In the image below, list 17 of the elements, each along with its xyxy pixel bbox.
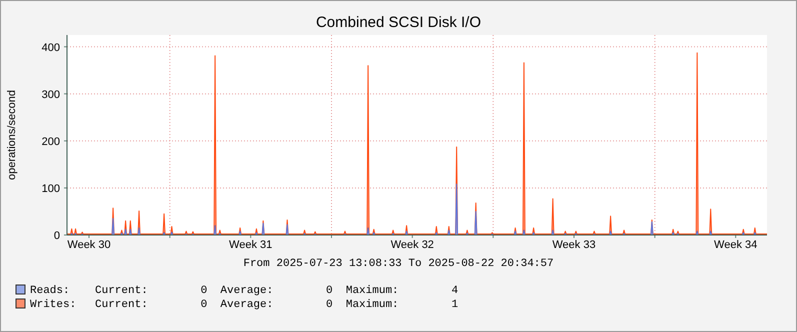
x-tick-label: Week 34	[714, 239, 758, 251]
y-axis-title: operations/second	[6, 90, 18, 180]
x-tick-label: Week 31	[229, 239, 272, 251]
chart-title: Combined SCSI Disk I/O	[316, 14, 482, 31]
y-tick-label: 0	[54, 230, 60, 242]
y-tick-label: 100	[42, 182, 60, 195]
text: From 2025-07-23 13:08:33 To 2025-08-22 20:34:57	[243, 258, 554, 270]
x-tick-label: Week 33	[552, 239, 596, 251]
y-tick-label: 200	[42, 136, 60, 148]
text: Current: 0 Average: 0 Maximum: 4	[95, 285, 458, 297]
legend-label: Reads:	[30, 285, 70, 297]
legend-label: Writes:	[30, 299, 76, 311]
x-tick-label: Week 30	[67, 239, 111, 251]
x-tick-label: Week 32	[390, 239, 434, 251]
y-tick-label: 400	[42, 42, 60, 54]
y-tick-label: 300	[42, 88, 60, 101]
text: Current: 0 Average: 0 Maximum: 1	[95, 299, 458, 311]
